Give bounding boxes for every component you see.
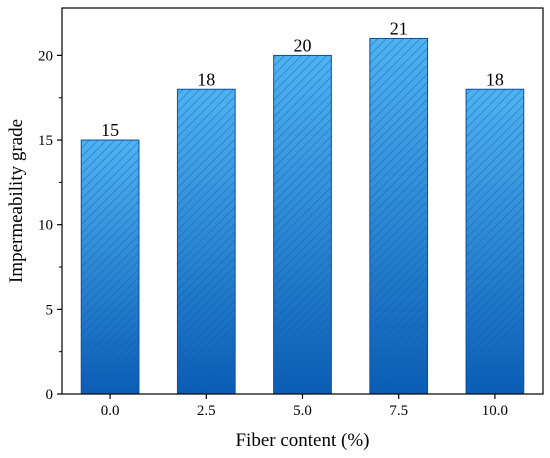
bar-2.5 [176,88,236,395]
y-tick-label-15: 15 [38,133,53,149]
x-tick-label-10.0: 10.0 [482,403,508,419]
bar-hatch [369,37,429,395]
bar-hatch [465,88,525,395]
data-label-0.0: 15 [101,120,119,140]
bar-hatch [273,54,332,395]
y-tick-label-0: 0 [46,387,54,403]
y-tick-label-5: 5 [46,302,54,318]
data-labels: 15 18 20 21 18 [101,18,504,140]
data-label-7.5: 21 [390,18,408,38]
data-label-10.0: 18 [486,69,504,89]
data-label-5.0: 20 [294,35,312,55]
y-tick-label-10: 10 [38,218,53,234]
bar-hatch [80,139,140,395]
x-tick-label-7.5: 7.5 [389,403,408,419]
axis-ticks: 0.0 2.5 5.0 7.5 10.0 0 5 10 15 20 [38,48,508,419]
plot-frame [61,7,544,395]
y-tick-label-20: 20 [38,48,53,64]
y-axis-label: Impermeability grade [6,119,27,283]
x-tick-label-0.0: 0.0 [101,403,120,419]
data-label-2.5: 18 [197,69,215,89]
x-tick-label-5.0: 5.0 [293,403,312,419]
bars [80,37,525,395]
bar-10.0 [465,88,525,395]
bar-0.0 [80,139,140,395]
bar-7.5 [369,37,429,395]
x-axis-label: Fiber content (%) [235,430,369,451]
x-tick-label-2.5: 2.5 [197,403,216,419]
bar-hatch [176,88,236,395]
bar-5.0 [273,54,332,395]
